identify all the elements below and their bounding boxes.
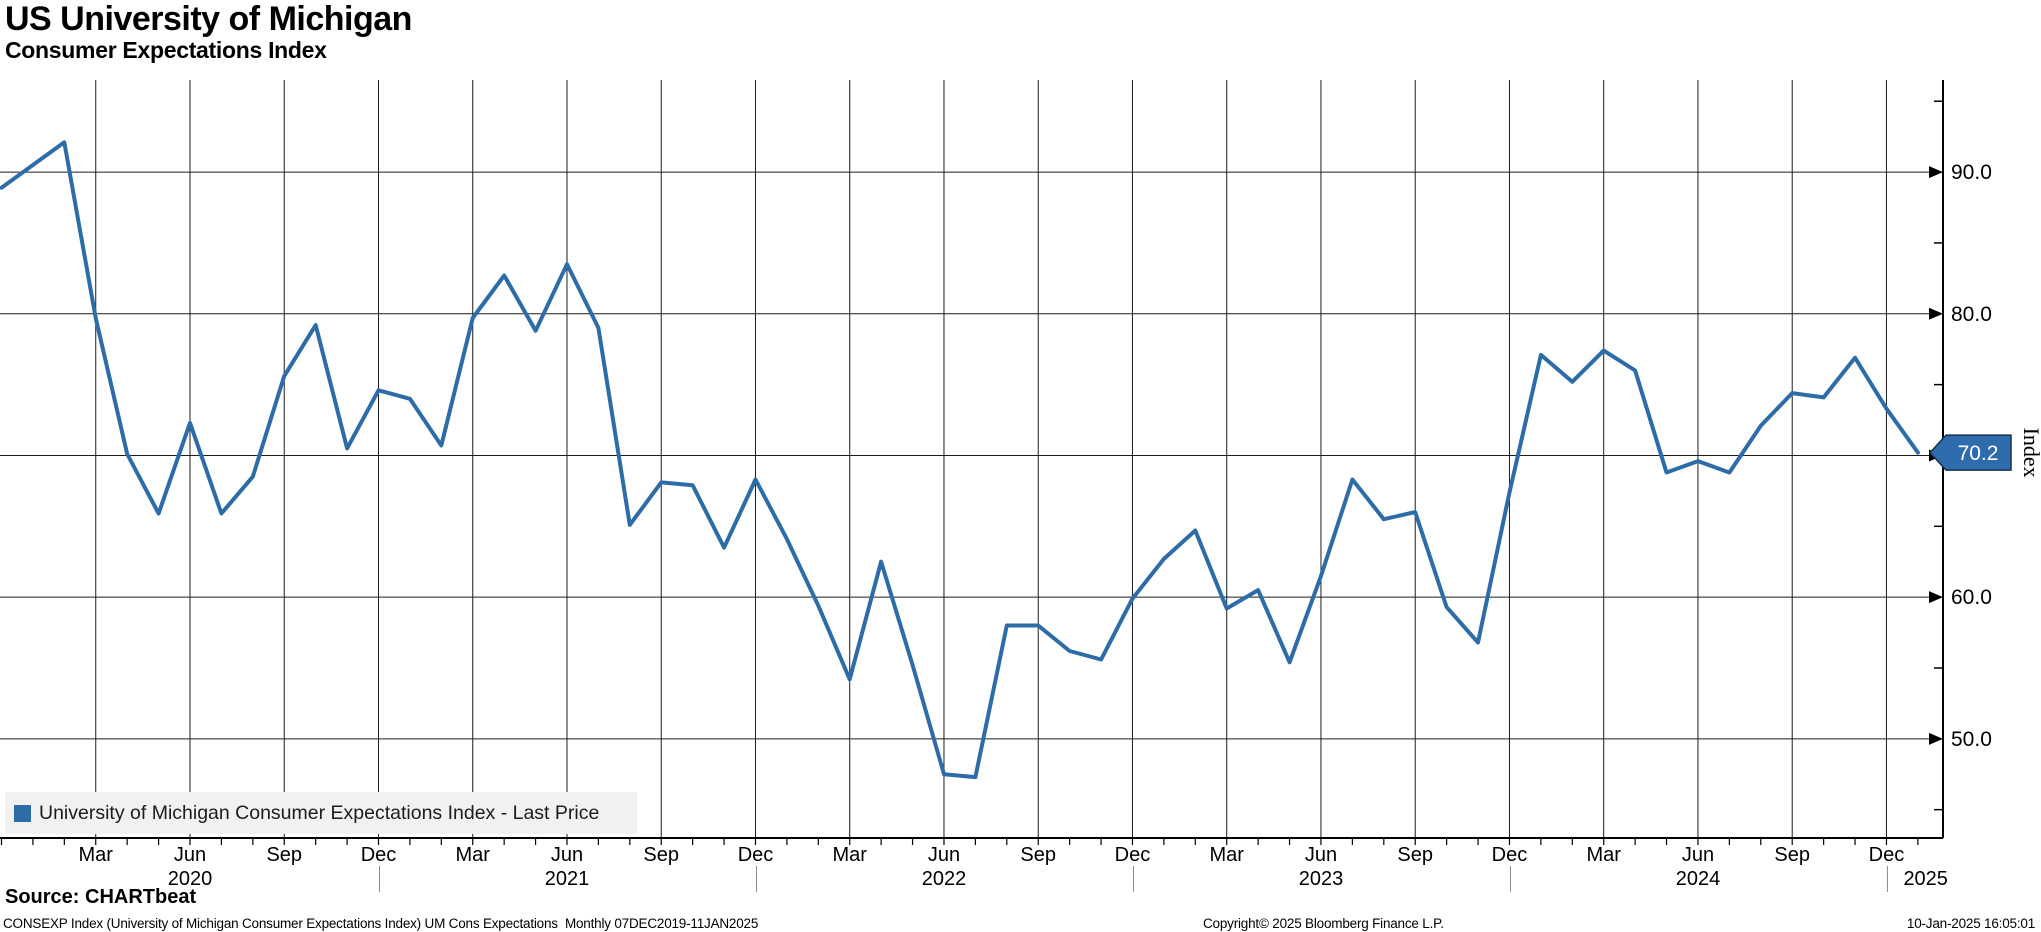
x-axis-year-label: 2025 <box>1903 868 1948 890</box>
x-axis-month-label: Jun <box>1682 844 1714 866</box>
x-axis-year-label: 2022 <box>922 868 967 890</box>
x-axis-month-label: Dec <box>361 844 397 866</box>
legend[interactable]: University of Michigan Consumer Expectat… <box>5 792 637 834</box>
x-axis-month-label: Mar <box>456 844 491 866</box>
x-axis-month-label: Jun <box>174 844 206 866</box>
x-axis-year-label: 2024 <box>1676 868 1721 890</box>
y-axis-arrow-icon <box>1929 166 1943 179</box>
x-axis-month-label: Sep <box>1774 844 1810 866</box>
x-axis-month-label: Dec <box>1115 844 1151 866</box>
x-axis-month-label: Mar <box>1586 844 1621 866</box>
y-axis-title: Index <box>2019 428 2041 478</box>
y-axis-tick-label: 60.0 <box>1951 586 1992 609</box>
page-title: US University of Michigan <box>5 0 412 38</box>
x-axis-month-label: Sep <box>1397 844 1433 866</box>
x-axis-year-label: 2020 <box>168 868 213 890</box>
copyright-notice: Copyright© 2025 Bloomberg Finance L.P. <box>1203 916 1444 931</box>
y-axis-tick-label: 90.0 <box>1951 161 1992 184</box>
y-axis-arrow-icon <box>1929 591 1943 604</box>
x-axis-month-label: Sep <box>1020 844 1056 866</box>
x-axis-month-label: Mar <box>1209 844 1244 866</box>
x-axis-month-label: Jun <box>551 844 583 866</box>
last-price-value: 70.2 <box>1958 442 1999 465</box>
x-axis-month-label: Jun <box>1305 844 1337 866</box>
ticker-description: CONSEXP Index (University of Michigan Co… <box>3 916 759 931</box>
x-axis-month-label: Sep <box>266 844 302 866</box>
legend-marker-square <box>14 804 31 822</box>
x-axis-month-label: Dec <box>1492 844 1528 866</box>
y-axis-arrow-icon <box>1929 732 1943 745</box>
price-line <box>0 140 1920 780</box>
x-axis-month-label: Dec <box>738 844 774 866</box>
x-axis-year-label: 2023 <box>1299 868 1344 890</box>
x-axis-year-label: 2021 <box>545 868 590 890</box>
x-axis-month-label: Sep <box>643 844 679 866</box>
y-axis-tick-label: 80.0 <box>1951 303 1992 326</box>
x-axis-month-label: Mar <box>833 844 868 866</box>
y-axis-tick-label: 50.0 <box>1951 728 1992 751</box>
x-axis-month-label: Dec <box>1869 844 1905 866</box>
legend-label: University of Michigan Consumer Expectat… <box>39 801 600 824</box>
source-label: Source: CHARTbeat <box>5 886 197 908</box>
page-subtitle: Consumer Expectations Index <box>5 37 327 63</box>
x-axis-month-label: Jun <box>928 844 960 866</box>
timestamp: 10-Jan-2025 16:05:01 <box>1906 916 2035 931</box>
y-axis-arrow-icon <box>1929 307 1943 320</box>
x-axis-month-label: Mar <box>79 844 114 866</box>
last-price-badge <box>1928 434 2012 471</box>
